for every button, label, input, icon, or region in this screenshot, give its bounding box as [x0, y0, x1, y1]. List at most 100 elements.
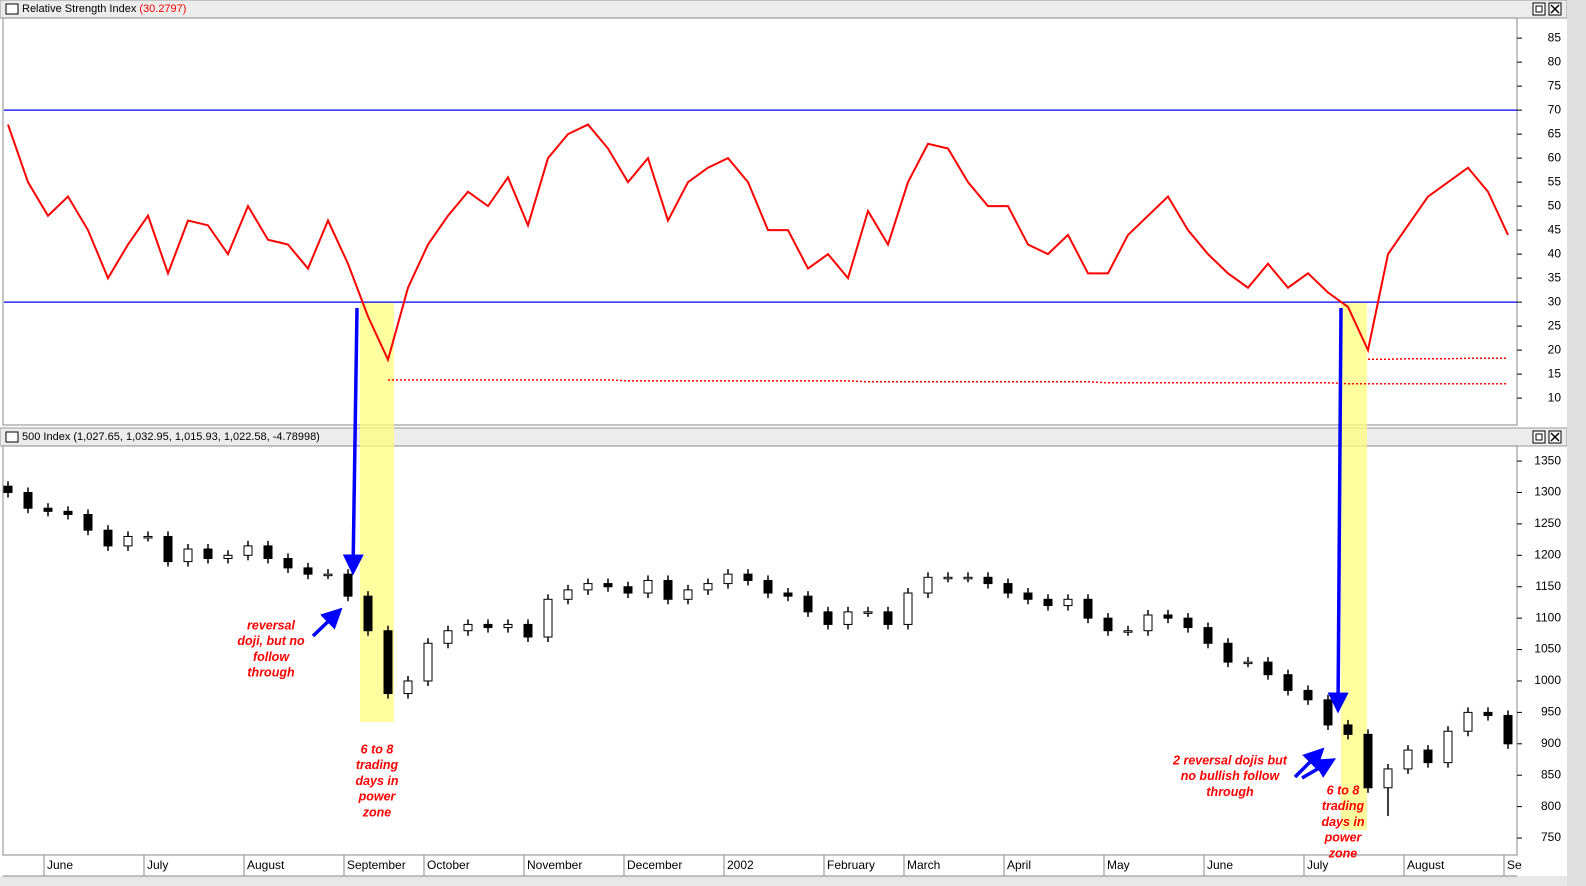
candle-body [543, 598, 553, 638]
panel-icon[interactable] [5, 431, 19, 443]
plot-layer: 10 15 20 25 30 35 40 45 50 55 60 65 70 75 80 85 750 800 85… [3, 30, 1562, 876]
annotation: 6 to 8 [1327, 783, 1360, 797]
power-zone [1341, 302, 1367, 830]
candle-body [1063, 598, 1073, 607]
price-frame [2, 445, 1518, 856]
y-tick-label: 1000 [1534, 673, 1561, 687]
y-tick-label: 30 [1548, 294, 1562, 308]
x-tick-label: August [1407, 858, 1445, 872]
candle-body [683, 589, 693, 600]
x-tick-label: May [1107, 858, 1130, 872]
candle-body [1143, 614, 1153, 632]
y-tick-label: 40 [1548, 246, 1562, 260]
annotation: power [358, 790, 397, 804]
y-tick-label: 85 [1548, 30, 1562, 44]
candle-body [323, 573, 333, 577]
candle-body [423, 642, 433, 682]
x-tick-label: September [347, 858, 406, 872]
candle-body [1303, 689, 1313, 701]
bottom-bar [0, 876, 1567, 886]
candle-body [523, 623, 533, 638]
scrollbar[interactable] [1567, 0, 1586, 886]
annotation: follow [253, 650, 290, 664]
candle-body [1383, 768, 1393, 789]
window-buttons[interactable] [1532, 2, 1562, 444]
candle-body [383, 630, 393, 695]
candle-body [663, 579, 673, 600]
y-tick-label: 950 [1541, 705, 1561, 719]
annotation: trading [356, 758, 399, 772]
candle-body [1403, 749, 1413, 770]
candle-body [743, 573, 753, 581]
candle-body [203, 548, 213, 559]
candle-body [1223, 642, 1233, 663]
annotation: zone [362, 805, 392, 819]
candle-body [983, 576, 993, 585]
candle-body [343, 573, 353, 597]
candle-body [1043, 598, 1053, 607]
x-tick-label: April [1007, 858, 1031, 872]
candle-body [1083, 598, 1093, 619]
y-tick-label: 1200 [1534, 547, 1561, 561]
trendline [1368, 357, 1508, 360]
candle-body [1023, 592, 1033, 600]
y-tick-label: 1250 [1534, 516, 1561, 530]
panel-title-value: (30.2797) [139, 3, 186, 15]
x-tick-label: Se [1507, 858, 1522, 872]
rsi-frame [2, 17, 1518, 426]
x-tick-label: June [1207, 858, 1233, 872]
candle-body [763, 579, 773, 594]
annotation: days in [355, 774, 398, 788]
candle-body [723, 573, 733, 585]
x-tick-label: December [627, 858, 682, 872]
candle-body [1503, 715, 1513, 745]
x-tick-label: July [147, 858, 168, 872]
annotation: 2 reversal dojis but [1172, 753, 1288, 767]
candle-body [1363, 733, 1373, 789]
y-tick-label: 60 [1548, 150, 1562, 164]
candle-body [863, 611, 873, 614]
rsi-header [0, 0, 1568, 19]
candle-body [1483, 711, 1493, 717]
candle-body [603, 583, 613, 588]
x-tick-label: June [47, 858, 73, 872]
annotation: through [247, 666, 295, 680]
panel-icon[interactable] [5, 3, 19, 15]
candle-body [1103, 617, 1113, 632]
candle-body [1323, 699, 1333, 726]
candle-body [443, 630, 453, 644]
candle-body [83, 513, 93, 531]
rsi-line [7, 123, 1509, 363]
y-tick-label: 65 [1548, 126, 1562, 140]
annotation: 6 to 8 [361, 742, 394, 756]
candle-body [583, 583, 593, 591]
candle-body [483, 623, 493, 629]
y-tick-label: 800 [1541, 799, 1561, 813]
candle-body [23, 491, 33, 509]
y-tick-label: 80 [1548, 54, 1562, 68]
arrows [311, 307, 1349, 780]
y-tick-label: 900 [1541, 736, 1561, 750]
candle-body [823, 611, 833, 625]
candle-body [783, 592, 793, 597]
x-tick-label: October [427, 858, 470, 872]
annotation: days in [1321, 815, 1364, 829]
candle-body [1003, 583, 1013, 594]
candle-body [1183, 617, 1193, 629]
candle-body [263, 545, 273, 559]
candle-body [1343, 724, 1353, 735]
y-tick-label: 55 [1548, 174, 1562, 188]
annotation: through [1206, 785, 1254, 799]
x-tick-label: November [527, 858, 582, 872]
candle-body [1443, 730, 1453, 764]
annotation: no bullish follow [1181, 769, 1281, 783]
candle-body [243, 545, 253, 556]
candle-body [143, 535, 153, 539]
candle-body [563, 589, 573, 600]
candle-body [503, 623, 513, 629]
candle-body [3, 485, 13, 493]
trendline [388, 379, 1508, 385]
candle-body [463, 623, 473, 632]
candle-body [223, 554, 233, 559]
